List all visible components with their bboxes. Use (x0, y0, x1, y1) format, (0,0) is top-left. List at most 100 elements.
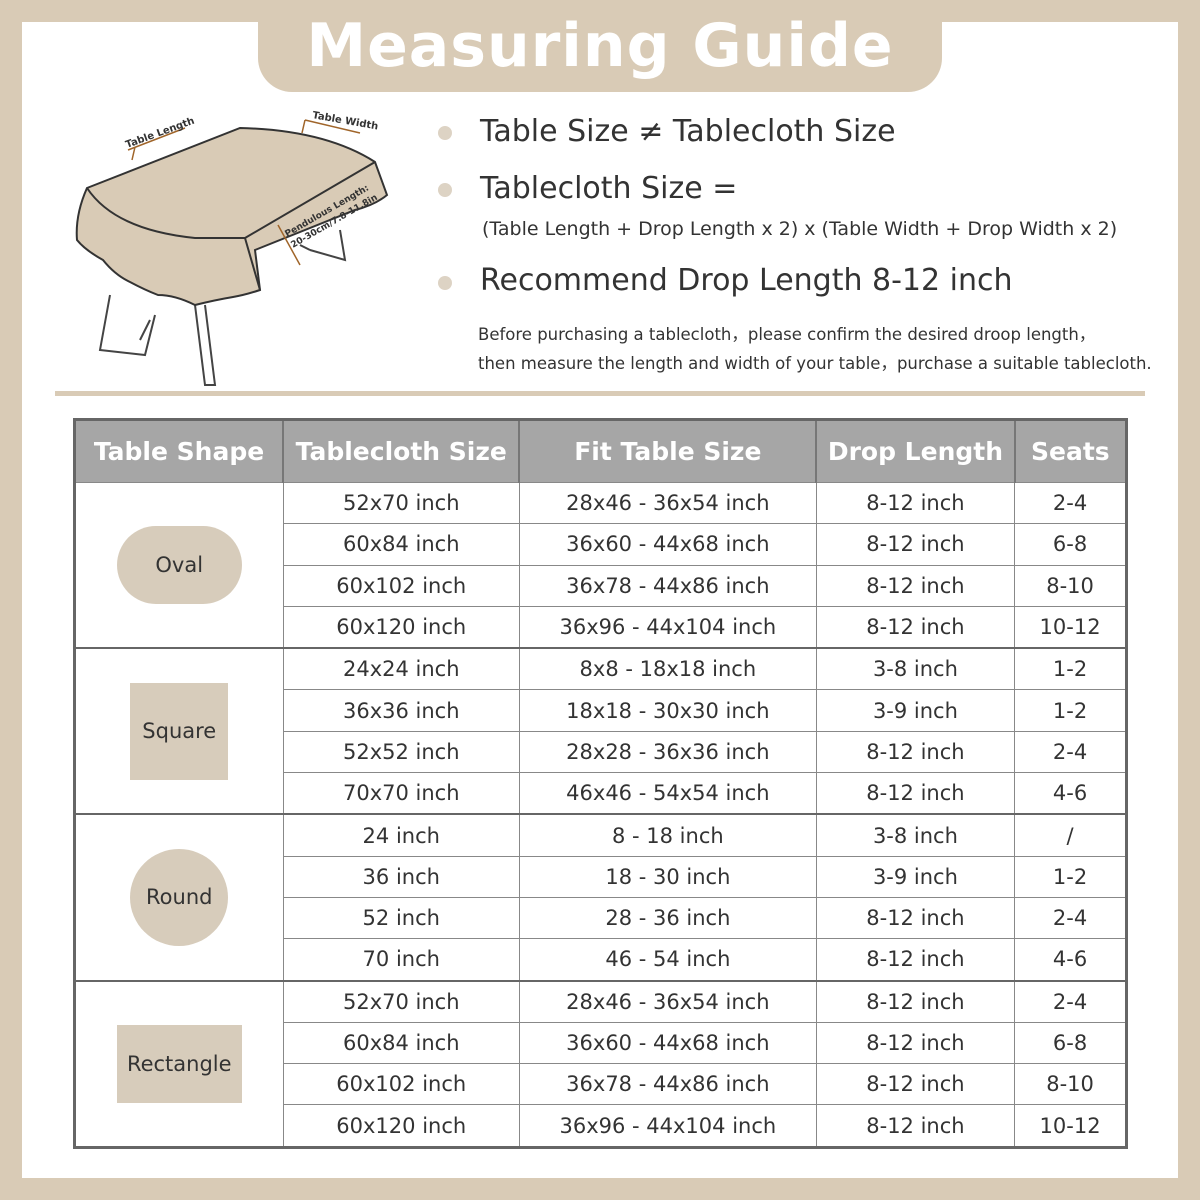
column-header: Table Shape (74, 419, 285, 483)
seats-cell: 8-10 (1014, 1063, 1127, 1106)
drop-length-cell: 8-12 inch (815, 523, 1016, 566)
seats-cell: 1-2 (1014, 855, 1127, 898)
table-row: 36x36 inch 18x18 - 30x30 inch 3-9 inch 1-2 (75, 689, 1127, 732)
shape-cell: Round (74, 813, 284, 982)
seats-cell: 10-12 (1014, 605, 1127, 650)
drop-length-cell: 8-12 inch (815, 1104, 1016, 1149)
column-header: Drop Length (816, 419, 1016, 483)
table-row: Round 24 inch 8 - 18 inch 3-8 inch / (74, 813, 1127, 982)
bullet-formula-title: Tablecloth Size = (480, 171, 738, 206)
formula-text: (Table Length + Drop Length x 2) x (Tabl… (482, 218, 1118, 240)
bullet-dot (438, 276, 452, 290)
drop-length-cell: 3-9 inch (815, 689, 1016, 732)
column-header: Seats (1014, 419, 1128, 483)
bullet-dot (438, 126, 452, 140)
bullet-dot (438, 183, 452, 197)
title-banner: Measuring Guide (258, 0, 942, 92)
table-row: Oval 52x70 inch 28x46 - 36x54 inch 8-12 inc… (74, 481, 1127, 650)
table-row: 60x102 inch 36x78 - 44x86 inch 8-12 inch 8-… (75, 1063, 1127, 1106)
shape-badge-round: Round (130, 848, 229, 946)
table-row: 52 inch 28 - 36 inch 8-12 inch 2-4 (75, 896, 1127, 940)
table-row: Square 24x24 inch 8x8 - 18x18 inch 3-8 inch… (74, 647, 1127, 816)
fit-table-size-cell: 46 - 54 inch (518, 938, 817, 982)
shape-badge-rectangle: Rectangle (116, 1024, 242, 1103)
table-row: Rectangle 52x70 inch 28x46 - 36x54 inch 8-1… (74, 980, 1127, 1149)
drop-length-cell: 8-12 inch (815, 938, 1016, 982)
shape-badge-oval: Oval (116, 526, 242, 605)
note-line-2: then measure the length and width of you… (478, 354, 1152, 373)
table-row: 60x120 inch 36x96 - 44x104 inch 8-12 inch 1… (75, 605, 1127, 650)
table-row: 60x84 inch 36x60 - 44x68 inch 8-12 inch 6-8 (75, 523, 1127, 566)
seats-cell: 2-4 (1014, 730, 1127, 774)
seats-cell: 2-4 (1014, 481, 1127, 525)
fit-table-size-cell: 28x46 - 36x54 inch (518, 980, 817, 1023)
seats-cell: 4-6 (1014, 772, 1127, 816)
seats-cell: / (1014, 813, 1127, 857)
fit-table-size-cell: 18x18 - 30x30 inch (518, 689, 817, 732)
fit-table-size-cell: 28x46 - 36x54 inch (518, 481, 817, 525)
bullet-drop-recommendation: Recommend Drop Length 8-12 inch (480, 263, 1013, 298)
fit-table-size-cell: 8 - 18 inch (518, 813, 817, 857)
table-row: 52x52 inch 28x28 - 36x36 inch 8-12 inch 2-4 (75, 730, 1127, 774)
seats-cell: 8-10 (1014, 564, 1127, 607)
drop-length-cell: 8-12 inch (815, 481, 1016, 525)
fit-table-size-cell: 28 - 36 inch (518, 896, 817, 940)
table-header-row: Table Shape Tablecloth Size Fit Table Size… (74, 419, 1128, 483)
seats-cell: 1-2 (1014, 689, 1127, 732)
tablecloth-size-cell: 36 inch (282, 855, 520, 898)
fit-table-size-cell: 36x96 - 44x104 inch (518, 1104, 817, 1149)
drop-length-cell: 3-9 inch (815, 855, 1016, 898)
seats-cell: 2-4 (1014, 896, 1127, 940)
tablecloth-size-cell: 52x52 inch (282, 730, 520, 774)
tablecloth-size-cell: 36x36 inch (282, 689, 520, 732)
fit-table-size-cell: 36x96 - 44x104 inch (518, 605, 817, 650)
fit-table-size-cell: 36x60 - 44x68 inch (518, 1021, 817, 1065)
drop-length-cell: 8-12 inch (815, 896, 1016, 940)
tablecloth-size-cell: 60x120 inch (282, 1104, 520, 1149)
table-row: 70 inch 46 - 54 inch 8-12 inch 4-6 (75, 938, 1127, 982)
seats-cell: 10-12 (1014, 1104, 1127, 1149)
drop-length-cell: 8-12 inch (815, 1021, 1016, 1065)
drop-length-cell: 8-12 inch (815, 730, 1016, 774)
seats-cell: 1-2 (1014, 647, 1127, 691)
page-title: Measuring Guide (306, 11, 894, 81)
drop-length-cell: 3-8 inch (815, 647, 1016, 691)
shape-cell: Oval (74, 482, 284, 650)
tablecloth-size-cell: 24 inch (282, 813, 520, 857)
note-line-1: Before purchasing a tablecloth，please co… (478, 325, 1096, 344)
fit-table-size-cell: 8x8 - 18x18 inch (518, 647, 817, 691)
tablecloth-size-cell: 70x70 inch (282, 772, 520, 816)
drop-length-cell: 3-8 inch (815, 813, 1016, 857)
tablecloth-size-cell: 60x84 inch (282, 523, 520, 566)
tablecloth-size-cell: 52x70 inch (282, 481, 520, 525)
seats-cell: 2-4 (1014, 980, 1127, 1023)
fit-table-size-cell: 18 - 30 inch (518, 855, 817, 898)
tablecloth-size-cell: 60x120 inch (282, 605, 520, 650)
table-row: 60x84 inch 36x60 - 44x68 inch 8-12 inch 6-8 (75, 1021, 1127, 1065)
tablecloth-size-cell: 52 inch (282, 896, 520, 940)
tablecloth-size-cell: 60x102 inch (282, 1063, 520, 1106)
tablecloth-size-cell: 60x102 inch (282, 564, 520, 607)
fit-table-size-cell: 28x28 - 36x36 inch (518, 730, 817, 774)
drop-length-cell: 8-12 inch (815, 980, 1016, 1023)
tablecloth-size-cell: 60x84 inch (282, 1021, 520, 1065)
column-header: Tablecloth Size (283, 419, 521, 483)
shape-cell: Rectangle (74, 980, 284, 1149)
size-table: Table Shape Tablecloth Size Fit Table Size… (73, 418, 1128, 1149)
column-header: Fit Table Size (519, 419, 818, 483)
table-length-label: Table Length (124, 116, 196, 151)
seats-cell: 4-6 (1014, 938, 1127, 982)
tablecloth-size-cell: 52x70 inch (282, 980, 520, 1023)
table-row: 60x102 inch 36x78 - 44x86 inch 8-12 inch 8-… (75, 564, 1127, 607)
fit-table-size-cell: 46x46 - 54x54 inch (518, 772, 817, 816)
drop-length-cell: 8-12 inch (815, 772, 1016, 816)
divider (55, 391, 1145, 396)
fit-table-size-cell: 36x78 - 44x86 inch (518, 1063, 817, 1106)
tablecloth-size-cell: 70 inch (282, 938, 520, 982)
tablecloth-illustration: Table Length Table Width Pendulous Lengt… (75, 110, 389, 386)
table-row: 60x120 inch 36x96 - 44x104 inch 8-12 inch 1… (75, 1104, 1127, 1149)
tablecloth-size-cell: 24x24 inch (282, 647, 520, 691)
seats-cell: 6-8 (1014, 523, 1127, 566)
shape-cell: Square (74, 647, 284, 816)
bullet-size-note: Table Size ≠ Tablecloth Size (480, 114, 896, 149)
